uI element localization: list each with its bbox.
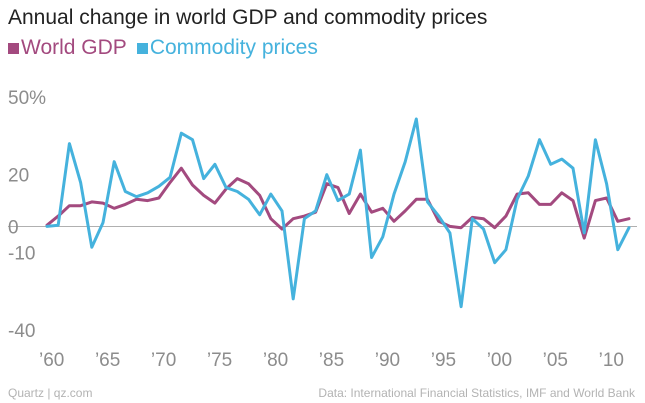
y-tick-label: 20 xyxy=(8,166,29,187)
legend-swatch-world-gdp xyxy=(8,42,19,54)
x-tick-label: ’75 xyxy=(207,350,232,371)
y-tick-label: 50% xyxy=(8,88,46,109)
x-tick-label: ’10 xyxy=(599,350,624,371)
x-tick-label: ’80 xyxy=(263,350,288,371)
legend-label-commodity-prices: Commodity prices xyxy=(149,36,318,59)
legend-swatch-commodity-prices xyxy=(136,42,148,54)
x-tick-label: ’00 xyxy=(487,350,512,371)
x-tick-label: ’05 xyxy=(543,350,568,371)
x-tick-label: ’85 xyxy=(319,350,344,371)
x-tick-label: ’95 xyxy=(431,350,456,371)
x-tick-label: ’70 xyxy=(151,350,176,371)
x-tick-label: ’60 xyxy=(39,350,64,371)
y-tick-label: -10 xyxy=(8,243,35,264)
chart-title: Annual change in world GDP and commodity… xyxy=(8,6,488,29)
legend: World GDP Commodity prices xyxy=(8,36,328,60)
legend-item-commodity-prices: Commodity prices xyxy=(136,36,318,60)
y-tick-label: -40 xyxy=(8,321,35,342)
x-tick-label: ’65 xyxy=(95,350,120,371)
footer-source-right: Data: International Financial Statistics… xyxy=(318,386,635,400)
y-tick-label: 0 xyxy=(8,217,19,238)
legend-label-world-gdp: World GDP xyxy=(21,36,127,59)
series-line-commodity-prices xyxy=(45,117,631,309)
legend-item-world-gdp: World GDP xyxy=(8,36,127,60)
x-tick-label: ’90 xyxy=(375,350,400,371)
footer-source-left: Quartz | qz.com xyxy=(8,386,93,400)
series-line-world-gdp xyxy=(45,166,631,240)
